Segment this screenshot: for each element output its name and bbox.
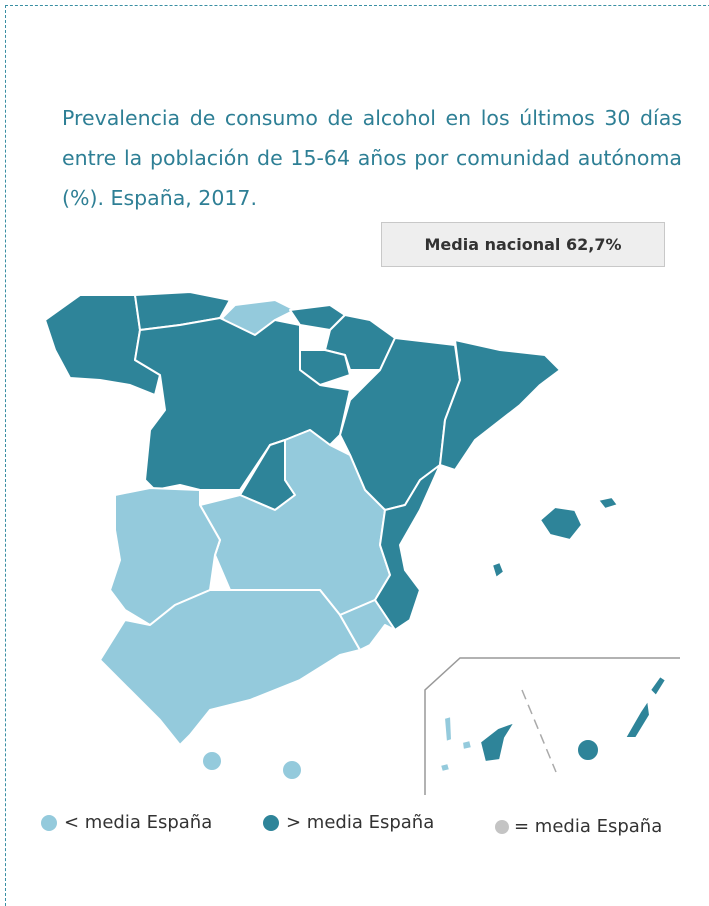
canarias-inset xyxy=(424,657,680,795)
cataluna xyxy=(439,339,561,471)
ibiza xyxy=(491,561,505,579)
inset-border xyxy=(424,657,680,795)
map-title: Prevalencia de consumo de alcohol en los… xyxy=(62,106,682,210)
legend-swatch xyxy=(263,815,279,831)
legend-swatch xyxy=(495,820,509,834)
legend-swatch xyxy=(41,815,57,831)
legend-label: > media España xyxy=(286,812,434,833)
tenerife xyxy=(479,721,516,763)
valencia xyxy=(374,464,441,631)
lanzarote xyxy=(649,675,667,697)
legend-label: < media España xyxy=(64,812,212,833)
murcia xyxy=(339,599,396,651)
fuerteventura xyxy=(624,699,651,739)
navarra xyxy=(324,314,396,371)
inset-divider xyxy=(521,689,557,773)
andalucia xyxy=(99,589,361,746)
map: < media España > media España = media Es… xyxy=(41,291,680,837)
melilla xyxy=(281,759,303,781)
legend: < media España > media España = media Es… xyxy=(41,812,662,837)
mallorca xyxy=(539,506,583,541)
legend-label: = media España xyxy=(514,816,662,837)
la-gomera xyxy=(461,739,473,751)
page: Prevalencia de consumo de alcohol en los… xyxy=(5,5,709,906)
national-average: Media nacional 62,7% xyxy=(381,222,665,267)
frame xyxy=(5,5,709,906)
el-hierro xyxy=(439,762,451,773)
ceuta xyxy=(201,750,223,772)
la-palma xyxy=(443,715,453,743)
galicia xyxy=(44,294,161,396)
gran-canaria xyxy=(576,738,600,762)
menorca xyxy=(597,496,619,510)
regions xyxy=(44,291,619,781)
